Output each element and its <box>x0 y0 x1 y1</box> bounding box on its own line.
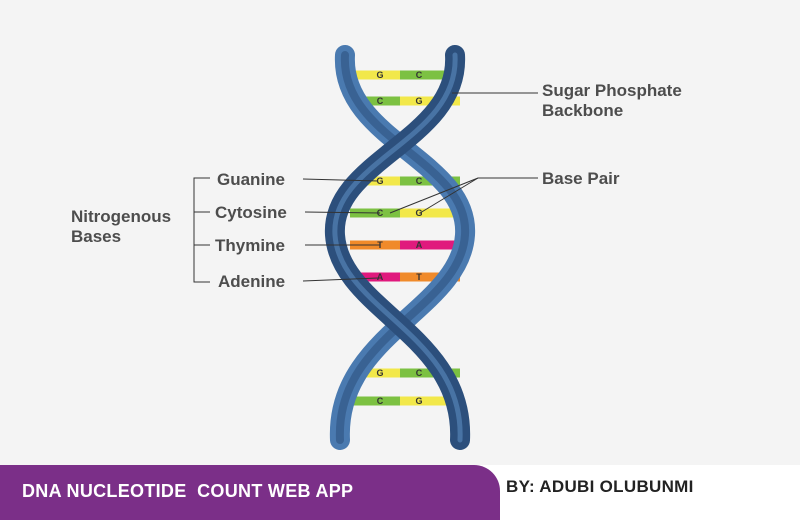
base-right-segment <box>400 240 460 250</box>
base-right-segment <box>400 96 460 106</box>
base-right-segment <box>400 208 460 218</box>
base-right-segment <box>400 272 460 282</box>
author-credit: BY: ADUBI OLUBUNMI <box>506 477 694 496</box>
app-title: DNA NUCLEOTIDE COUNT WEB APP <box>22 481 354 501</box>
base-pair-label: Base Pair <box>542 169 620 188</box>
title-banner: DNA NUCLEOTIDE COUNT WEB APP <box>0 465 500 520</box>
backbone-label-line1: Sugar Phosphate <box>542 81 682 100</box>
base-right-segment <box>400 70 460 80</box>
cytosine-label: Cytosine <box>215 203 287 222</box>
base-left-segment <box>350 96 400 106</box>
base-right-letter: C <box>416 368 423 378</box>
base-left-segment <box>350 70 400 80</box>
base-right-letter: T <box>416 272 422 282</box>
base-left-letter: A <box>377 272 384 282</box>
bases-bracket <box>193 177 210 283</box>
dna-diagram: G CC GG CC GT AA TG CC G Sugar Phosphate Backbon… <box>71 45 682 450</box>
nitrogenous-label-line1: Nitrogenous <box>71 207 171 226</box>
base-right-letter: G <box>415 96 422 106</box>
base-right-letter: C <box>416 176 423 186</box>
base-right-letter: G <box>415 208 422 218</box>
base-left-letter: T <box>377 240 383 250</box>
base-pair-leader-a <box>389 177 479 214</box>
base-right-segment <box>400 368 460 378</box>
base-pair-leader-b <box>419 177 479 214</box>
base-left-letter: G <box>376 70 383 80</box>
adenine-leader <box>302 277 379 282</box>
nitrogenous-label-line2: Bases <box>71 227 121 246</box>
guanine-leader <box>302 178 379 182</box>
base-right-letter: A <box>416 240 423 250</box>
cytosine-leader <box>304 211 381 214</box>
base-left-segment <box>350 272 400 282</box>
base-right-segment <box>400 396 460 406</box>
base-left-segment <box>350 368 400 378</box>
base-right-letter: C <box>416 70 423 80</box>
base-left-letter: C <box>377 96 384 106</box>
guanine-label: Guanine <box>217 170 285 189</box>
footer: DNA NUCLEOTIDE COUNT WEB APP BY: ADUBI O… <box>0 465 800 520</box>
base-left-segment <box>350 396 400 406</box>
base-left-letter: C <box>377 396 384 406</box>
backbone-label-line2: Backbone <box>542 101 623 120</box>
backbone-strand-front-highlight <box>332 52 463 443</box>
base-left-letter: G <box>376 176 383 186</box>
adenine-label: Adenine <box>218 272 285 291</box>
base-right-letter: G <box>415 396 422 406</box>
base-left-letter: G <box>376 368 383 378</box>
thymine-label: Thymine <box>215 236 285 255</box>
backbone-strand-back-shade <box>335 51 470 444</box>
base-left-letter: C <box>377 208 384 218</box>
